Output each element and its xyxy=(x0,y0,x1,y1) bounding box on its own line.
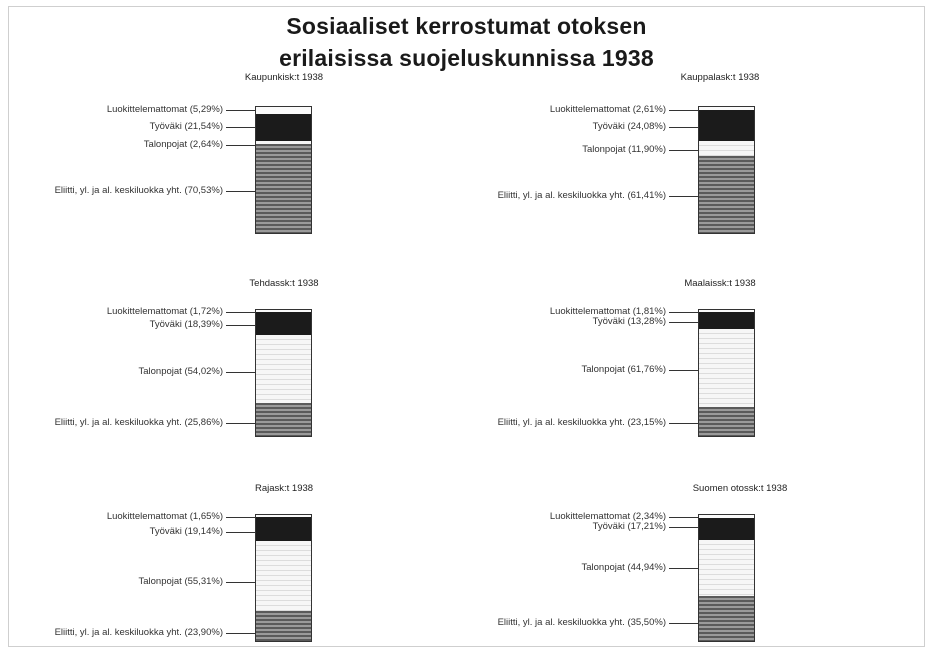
bar-segment-unclassified xyxy=(699,107,754,111)
leader-line xyxy=(226,312,255,313)
bar-segment-farmers xyxy=(256,335,311,404)
bar-segment-workers xyxy=(699,110,754,141)
segment-label-farmers: Talonpojat (11,90%) xyxy=(582,144,666,155)
bar-segment-unclassified xyxy=(699,515,754,518)
segment-label-workers: Työväki (13,28%) xyxy=(592,316,666,327)
stacked-bar xyxy=(255,106,312,234)
bar-segment-workers xyxy=(699,312,754,329)
leader-line xyxy=(669,196,698,197)
leader-line xyxy=(226,423,255,424)
leader-line xyxy=(669,312,698,313)
stacked-bar xyxy=(698,309,755,437)
bar-segment-workers xyxy=(256,113,311,141)
figure-frame xyxy=(8,6,925,647)
leader-line xyxy=(226,582,255,583)
bar-segment-farmers xyxy=(256,140,311,145)
stacked-bar xyxy=(255,514,312,642)
bar-segment-unclassified xyxy=(256,310,311,313)
segment-label-farmers: Talonpojat (55,31%) xyxy=(138,576,224,587)
segment-label-farmers: Talonpojat (44,94%) xyxy=(581,562,667,573)
segment-label-elite: Eliitti, yl. ja al. keskiluokka yht. (70… xyxy=(54,185,223,196)
chart-title: Rajask:t 1938 xyxy=(254,483,314,494)
leader-line xyxy=(669,150,698,151)
segment-label-elite: Eliitti, yl. ja al. keskiluokka yht. (25… xyxy=(54,417,223,428)
leader-line xyxy=(669,110,698,111)
bar-segment-workers xyxy=(256,517,311,542)
chart-title: Kauppalask:t 1938 xyxy=(680,72,760,83)
bar-segment-farmers xyxy=(699,140,754,156)
bar-segment-elite xyxy=(699,596,754,641)
segment-label-unclassified: Luokittelemattomat (2,34%) xyxy=(549,511,666,522)
bar-segment-unclassified xyxy=(699,310,754,313)
stacked-bar xyxy=(698,514,755,642)
leader-line xyxy=(669,322,698,323)
leader-line xyxy=(226,532,255,533)
figure-title-line1: Sosiaaliset kerrostumat otoksen xyxy=(286,13,647,39)
leader-line xyxy=(669,127,698,128)
segment-label-unclassified: Luokittelemattomat (5,29%) xyxy=(106,104,223,115)
bar-segment-farmers xyxy=(699,539,754,597)
bar-segment-farmers xyxy=(699,329,754,407)
figure-title-line2: erilaisissa suojeluskunnissa 1938 xyxy=(279,45,654,71)
leader-line xyxy=(226,110,255,111)
segment-label-farmers: Talonpojat (61,76%) xyxy=(581,364,667,375)
leader-line xyxy=(669,423,698,424)
leader-line xyxy=(226,517,255,518)
segment-label-elite: Eliitti, yl. ja al. keskiluokka yht. (35… xyxy=(497,617,666,628)
chart-title: Maalaissk:t 1938 xyxy=(684,278,756,289)
bar-segment-workers xyxy=(699,517,754,540)
segment-label-unclassified: Luokittelemattomat (2,61%) xyxy=(549,104,666,115)
leader-line xyxy=(669,623,698,624)
segment-label-workers: Työväki (17,21%) xyxy=(592,521,666,532)
bar-segment-workers xyxy=(256,312,311,336)
leader-line xyxy=(669,568,698,569)
bar-segment-elite xyxy=(256,144,311,233)
bar-segment-unclassified xyxy=(256,107,311,114)
stacked-bar xyxy=(255,309,312,437)
segment-label-workers: Työväki (18,39%) xyxy=(149,319,223,330)
leader-line xyxy=(226,145,255,146)
leader-line xyxy=(226,191,255,192)
segment-label-elite: Eliitti, yl. ja al. keskiluokka yht. (23… xyxy=(54,627,223,638)
segment-label-farmers: Talonpojat (54,02%) xyxy=(138,366,224,377)
bar-segment-elite xyxy=(256,610,311,641)
bar-segment-elite xyxy=(256,403,311,436)
segment-label-workers: Työväki (19,14%) xyxy=(149,526,223,537)
leader-line xyxy=(226,372,255,373)
segment-label-elite: Eliitti, yl. ja al. keskiluokka yht. (23… xyxy=(497,417,666,428)
leader-line xyxy=(226,633,255,634)
leader-line xyxy=(226,325,255,326)
bar-segment-elite xyxy=(699,155,754,233)
bar-segment-unclassified xyxy=(256,515,311,518)
leader-line xyxy=(669,527,698,528)
segment-label-workers: Työväki (21,54%) xyxy=(149,121,223,132)
segment-label-unclassified: Luokittelemattomat (1,72%) xyxy=(106,306,223,317)
stacked-bar xyxy=(698,106,755,234)
chart-title: Suomen otossk:t 1938 xyxy=(692,483,788,494)
chart-title: Tehdassk:t 1938 xyxy=(249,278,319,289)
bar-segment-farmers xyxy=(256,541,311,611)
leader-line xyxy=(669,370,698,371)
segment-label-farmers: Talonpojat (2,64%) xyxy=(143,139,223,150)
segment-label-workers: Työväki (24,08%) xyxy=(592,121,666,132)
chart-title: Kaupunkisk:t 1938 xyxy=(244,72,324,83)
leader-line xyxy=(226,127,255,128)
segment-label-unclassified: Luokittelemattomat (1,81%) xyxy=(549,306,666,317)
bar-segment-elite xyxy=(699,406,754,436)
leader-line xyxy=(669,517,698,518)
segment-label-elite: Eliitti, yl. ja al. keskiluokka yht. (61… xyxy=(497,190,666,201)
segment-label-unclassified: Luokittelemattomat (1,65%) xyxy=(106,511,223,522)
